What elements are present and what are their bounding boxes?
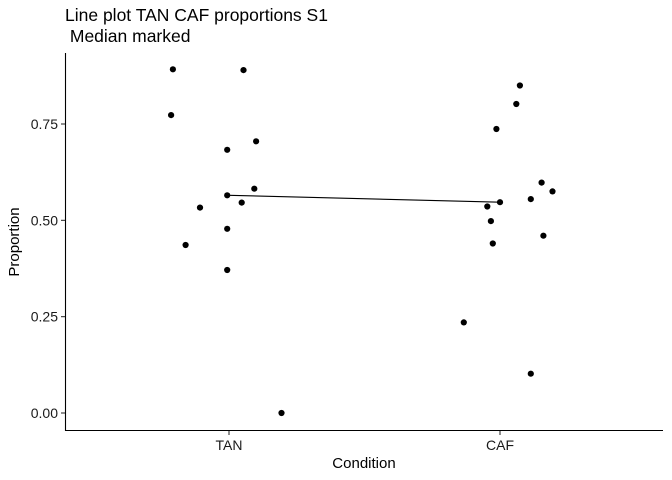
data-point-caf-13 (527, 370, 534, 377)
data-point-tan-12 (224, 266, 231, 274)
data-point-caf-11 (489, 240, 496, 247)
data-point-tan-6 (251, 185, 258, 192)
x-tick-label-caf: CAF (486, 437, 514, 453)
y-tick-label: 0.50 (31, 212, 58, 228)
data-point-caf-8 (484, 203, 491, 210)
data-point-tan-8 (238, 199, 245, 206)
y-tick-label: 0.25 (31, 309, 58, 325)
chart-title-line2: Median marked (65, 26, 190, 46)
data-point-tan-11 (182, 241, 189, 249)
data-point-caf-5 (549, 188, 556, 195)
data-point-caf-1 (516, 82, 524, 89)
data-point-caf-12 (460, 319, 467, 326)
y-tick-label: 0.00 (31, 405, 58, 421)
data-point-tan-1 (169, 66, 176, 73)
data-point-caf-2 (513, 100, 520, 108)
data-point-tan-9 (196, 204, 204, 211)
plot-area (168, 66, 556, 417)
data-point-tan-2 (240, 67, 247, 74)
x-axis-ticks: TAN CAF (216, 431, 514, 453)
x-tick-label-tan: TAN (216, 437, 243, 453)
data-point-caf-6 (527, 196, 534, 203)
x-axis-title: Condition (332, 455, 395, 472)
y-axis-title: Proportion (6, 207, 23, 276)
data-point-tan-13 (278, 409, 285, 417)
data-point-tan-3 (168, 112, 175, 119)
data-point-caf-9 (487, 218, 494, 225)
chart-title-line1: Line plot TAN CAF proportions S1 (65, 5, 328, 25)
median-line (228, 194, 501, 203)
data-point-tan-7 (224, 192, 231, 199)
data-point-caf-4 (538, 179, 545, 186)
data-point-tan-5 (224, 146, 231, 153)
y-axis-ticks: 0.00 0.25 0.50 0.75 (31, 116, 65, 421)
data-point-caf-3 (493, 125, 500, 133)
data-point-caf-7 (496, 199, 504, 206)
data-point-caf-10 (540, 232, 547, 239)
data-point-tan-4 (253, 138, 260, 145)
y-tick-label: 0.75 (31, 116, 58, 132)
data-point-tan-10 (224, 225, 231, 232)
